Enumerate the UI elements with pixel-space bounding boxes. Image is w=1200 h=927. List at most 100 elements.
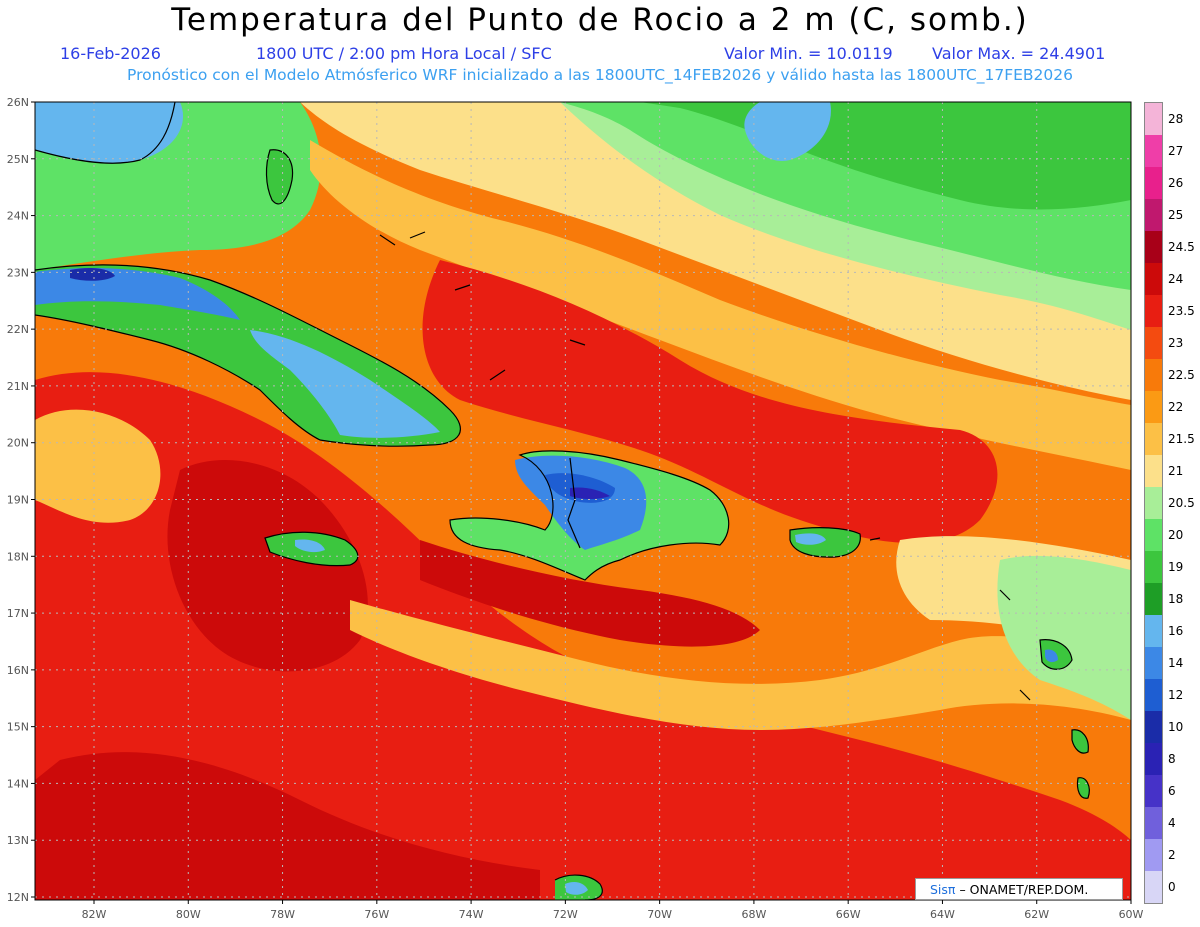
field-north-blue [744,102,831,161]
colorbar-cell [1145,775,1162,807]
guadeloupe-blue [1045,649,1058,663]
field-orange-band-n [310,140,1131,470]
colorbar-label: 21.5 [1168,432,1195,446]
lat-label: 15N [7,721,29,734]
lon-label: 68W [741,908,766,921]
graticule [35,101,1132,900]
colorbar-cell [1145,871,1162,903]
colorbar-cell [1145,263,1162,295]
lat-label: 13N [7,834,29,847]
lat-label: 16N [7,664,29,677]
colorbar-cell [1145,519,1162,551]
coast-haiti-border [567,457,581,549]
hispaniola-navy [570,487,610,499]
colorbar-label: 23 [1168,336,1184,350]
coast-venezuela [554,874,603,900]
coast-florida [35,102,176,164]
coast-stlucia [1076,777,1090,799]
field-florida-blue [35,102,184,164]
colorbar-label: 10 [1168,720,1184,734]
field-darkred-2 [35,752,540,900]
coast-hispaniola [449,450,730,581]
lon-label: 60W [1119,908,1144,921]
colorbar-cell [1145,743,1162,775]
colorbar-cell [1145,583,1162,615]
lat-label: 19N [7,494,29,507]
colorbar-label: 6 [1168,784,1176,798]
colorbar-label: 24.5 [1168,240,1195,254]
colorbar-label: 28 [1168,112,1184,126]
lon-label: 82W [82,908,107,921]
coast-bahamas [265,149,294,205]
lon-label: 76W [364,908,389,921]
colorbar-label: 20.5 [1168,496,1195,510]
colorbar-cell [1145,327,1162,359]
colorbar-cell [1145,615,1162,647]
field-yellow-band-s [350,600,1131,730]
coast-cuba [35,264,461,447]
lon-label: 78W [270,908,295,921]
cuba-darkblue [70,268,115,281]
lat-label: 21N [7,380,29,393]
coast-martinique [1071,729,1089,754]
colorbar-label: 24 [1168,272,1184,286]
colorbar-cell [1145,487,1162,519]
lat-label: 22N [7,323,29,336]
lon-label: 72W [553,908,578,921]
colorbar-label: 0 [1168,880,1176,894]
page-title: Temperatura del Punto de Rocio a 2 m (C,… [171,2,1029,38]
colorbar-label: 16 [1168,624,1184,638]
colorbar-label: 8 [1168,752,1176,766]
lon-label: 66W [836,908,861,921]
colorbar-label: 14 [1168,656,1184,670]
field-yellow-band-n [300,102,1131,400]
colorbar-label: 2 [1168,848,1176,862]
colorbar-cell [1145,423,1162,455]
jamaica-blue [295,539,325,553]
colorbar-cell [1145,455,1162,487]
colorbar-cell [1145,359,1162,391]
forecast-description: Pronóstico con el Modelo Atmósferico WRF… [127,66,1073,84]
lon-label: 70W [647,908,672,921]
max-value-label: Valor Max. = 24.4901 [932,44,1106,63]
coast-puertorico [789,527,861,558]
colorbar-cell [1145,551,1162,583]
colorbar-cell [1145,231,1162,263]
field-red-central [422,260,998,544]
credit-text: – ONAMET/REP.DOM. [959,882,1089,897]
lon-label: 64W [930,908,955,921]
colorbar-cell [1145,839,1162,871]
colorbar-label: 12 [1168,688,1184,702]
colorbar-label: 27 [1168,144,1184,158]
lon-labels: 82W 80W 78W 76W 74W 72W 70W 68W 66W 64W 62W 60W [82,908,1144,921]
colorbar-label: 22.5 [1168,368,1195,382]
credit-brand: Sisπ [930,882,956,897]
lon-label: 62W [1024,908,1049,921]
cuba-blue-east [250,330,440,438]
lat-label: 25N [7,153,29,166]
lat-label: 12N [7,891,29,904]
colorbar-cell [1145,679,1162,711]
field-darkred-3 [420,540,760,647]
colorbar-label: 26 [1168,176,1184,190]
colorbar-label: 22 [1168,400,1184,414]
colorbar-cell [1145,295,1162,327]
colorbar-label: 18 [1168,592,1184,606]
colorbar-label: 23.5 [1168,304,1195,318]
lon-label: 80W [176,908,201,921]
colorbar-cell [1145,135,1162,167]
colorbar-cell [1145,103,1162,135]
colorbar-cell [1145,391,1162,423]
time-label: 1800 UTC / 2:00 pm Hora Local / SFC [256,44,552,63]
colorbar-label: 4 [1168,816,1176,830]
date-label: 16-Feb-2026 [60,44,161,63]
venezuela-blue [565,882,588,895]
coast-small-islands [379,231,1031,701]
colorbar-cell [1145,711,1162,743]
colorbar-label: 19 [1168,560,1184,574]
lat-label: 14N [7,777,29,790]
lat-label: 18N [7,550,29,563]
cuba-blue [35,268,240,320]
coast-guadeloupe [1039,639,1073,670]
